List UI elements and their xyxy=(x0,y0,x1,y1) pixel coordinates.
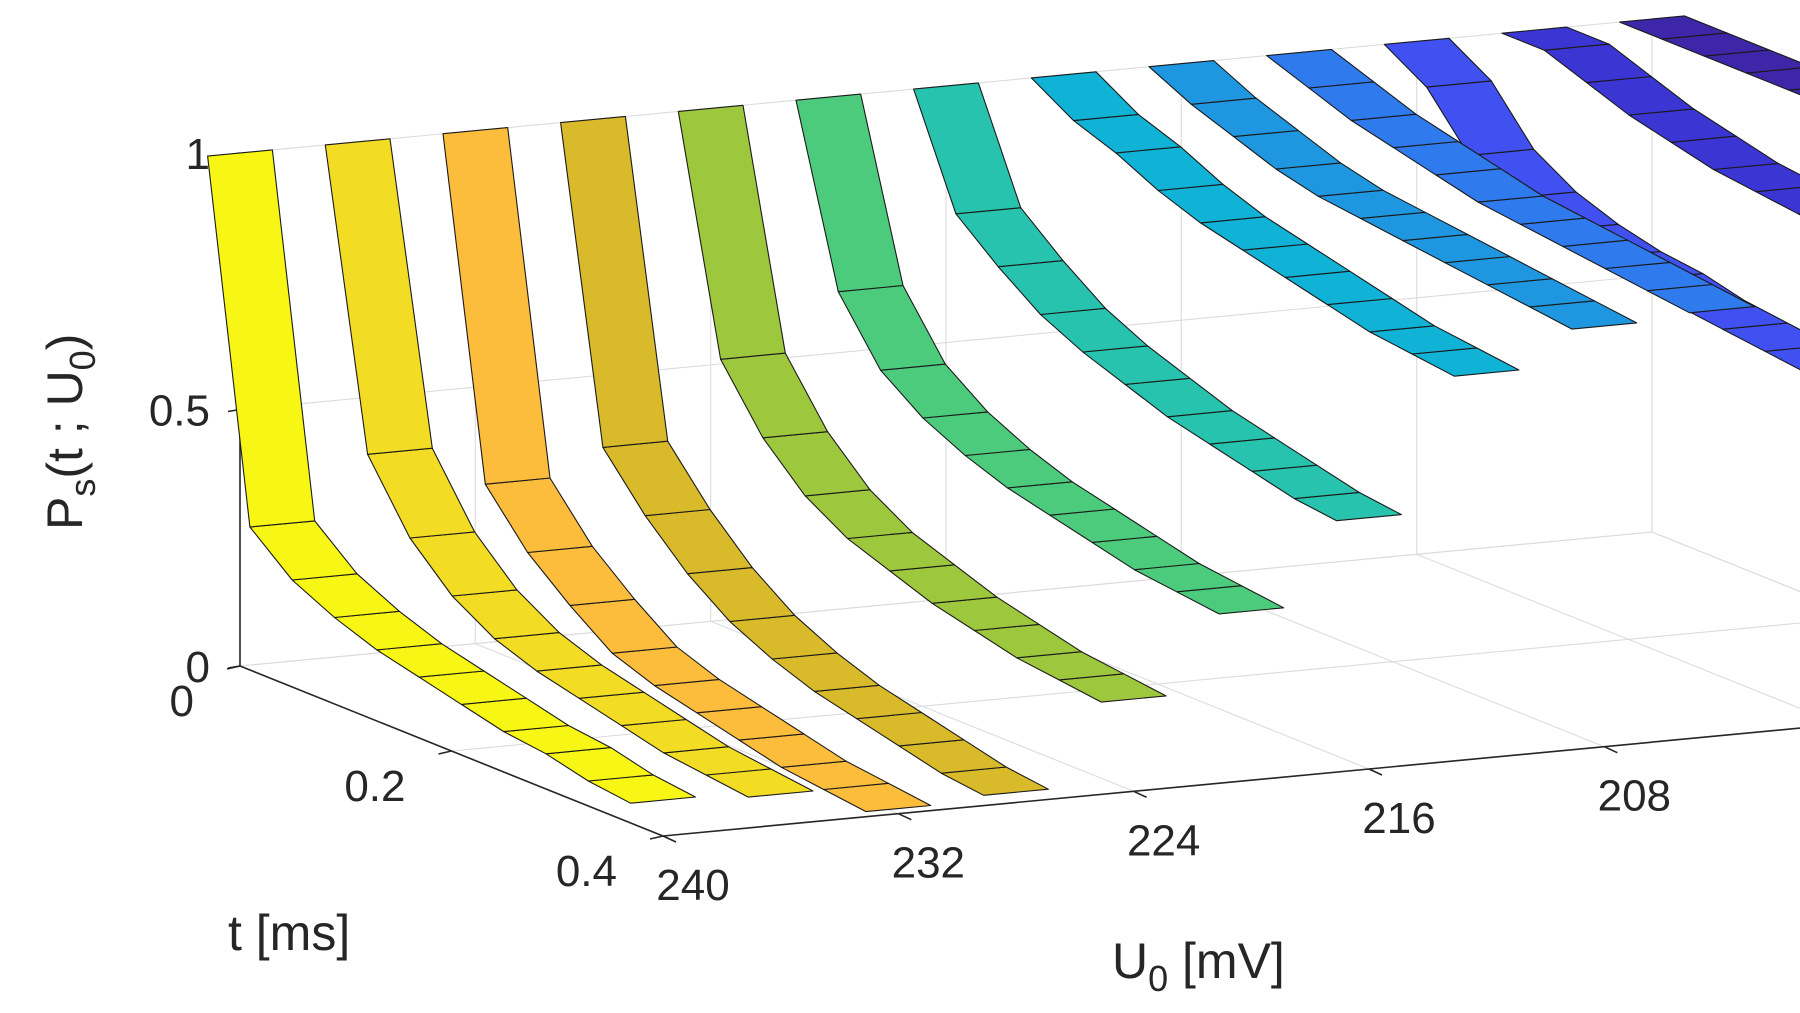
ribbon-layer xyxy=(207,15,1800,813)
ribbon-patch xyxy=(964,448,1073,489)
ribbon-220 xyxy=(795,93,1285,615)
title-layer: Ps(t ; U0) t [ms] U0 [mV] xyxy=(37,334,1285,999)
t-tick-mark xyxy=(649,835,664,840)
ribbon-patch xyxy=(527,545,636,606)
z-tick-label: 1 xyxy=(186,130,210,179)
ribbon-patch xyxy=(720,352,829,439)
ribbon-patch xyxy=(611,646,720,687)
ribbon-patch xyxy=(1039,307,1149,353)
u-tick-mark xyxy=(897,812,912,821)
t-axis-title: t [ms] xyxy=(228,905,350,961)
z-tick-label: 0 xyxy=(186,643,210,692)
ribbon-232 xyxy=(442,127,932,813)
t-tick-label: 0.4 xyxy=(556,847,617,896)
ribbon-patch xyxy=(762,431,871,497)
ribbon-236 xyxy=(324,138,814,798)
ribbon-patch xyxy=(1030,71,1139,122)
ribbon-patch xyxy=(913,82,1022,215)
ribbon-216 xyxy=(913,82,1402,522)
t-tick-mark xyxy=(226,665,241,670)
ribbon-196 xyxy=(1501,26,1800,216)
u-tick-mark xyxy=(1133,790,1148,799)
ribbon-patch xyxy=(1308,81,1417,121)
ribbon-patch xyxy=(644,508,753,575)
ribbon-patch xyxy=(846,531,956,572)
ribbon-224 xyxy=(677,104,1167,703)
ribbon-patch xyxy=(771,652,880,692)
ribbon-patch xyxy=(207,149,316,528)
ribbon-patch xyxy=(1190,97,1299,138)
ribbon-228 xyxy=(560,115,1049,796)
u-tick-label: 232 xyxy=(892,839,965,888)
ribbon-patch xyxy=(804,489,913,540)
u-tick-mark xyxy=(1368,768,1383,776)
u-tick-label: 240 xyxy=(656,861,729,910)
ribbon-patch xyxy=(367,447,476,539)
ribbon-patch xyxy=(493,632,603,672)
ribbon-patch xyxy=(1115,146,1224,192)
ribbon-patch xyxy=(922,411,1031,457)
ribbon-patch xyxy=(1788,88,1800,96)
z-tick-label: 0.5 xyxy=(149,387,210,436)
grid-line xyxy=(451,622,1800,752)
ribbon-204 xyxy=(1266,48,1755,314)
u-axis-title: U0 [mV] xyxy=(1112,933,1285,999)
ribbon-patch xyxy=(1619,15,1728,40)
t-tick-label: 0 xyxy=(170,677,194,726)
ribbon-patch xyxy=(560,115,669,448)
ribbon-patch xyxy=(1082,345,1191,385)
ribbon-patch xyxy=(880,363,989,419)
t-tick-mark xyxy=(438,750,452,755)
ribbon-212 xyxy=(1030,71,1520,377)
ribbon-patch xyxy=(249,520,358,581)
ribbon-patch xyxy=(1233,129,1342,170)
ribbon-patch xyxy=(333,610,443,651)
ribbon-patch xyxy=(1073,113,1182,154)
ribbon-192 xyxy=(1619,15,1800,96)
ribbon-patch xyxy=(1266,48,1375,89)
ribbon-patch xyxy=(889,564,998,604)
ribbon-patch xyxy=(1157,183,1266,224)
ribbon-patch xyxy=(291,573,400,619)
u-tick-mark xyxy=(1603,745,1618,754)
z-axis-title: Ps(t ; U0) xyxy=(37,334,103,530)
ribbon-patch xyxy=(1148,60,1257,105)
u-tick-mark xyxy=(662,835,677,843)
ribbon-patch xyxy=(1383,37,1492,88)
ribbon-patch xyxy=(484,477,593,554)
grid-line xyxy=(239,19,1653,667)
ribbon-patch xyxy=(1124,377,1233,418)
ribbon-patch xyxy=(324,138,433,455)
u-tick-label: 208 xyxy=(1598,772,1671,821)
u-tick-label: 224 xyxy=(1127,816,1200,865)
ribbon-patch xyxy=(1543,43,1652,84)
ribbon-patch xyxy=(837,284,946,371)
ribbon-patch xyxy=(729,614,838,660)
ribbon-240 xyxy=(207,149,696,804)
ribbon-patch xyxy=(997,260,1106,316)
ribbon-208 xyxy=(1148,60,1638,330)
u-tick-label: 216 xyxy=(1362,794,1435,843)
t-tick-label: 0.2 xyxy=(344,762,405,811)
ribbon-patch xyxy=(1501,26,1610,51)
ribbon-patch xyxy=(409,531,518,597)
ribbon-patch xyxy=(602,440,711,517)
ribbon-patch xyxy=(442,127,551,485)
ribbon-patch xyxy=(795,93,904,293)
ribbon-patch xyxy=(955,207,1064,268)
ribbon-patch xyxy=(451,589,560,640)
ribbon-patch xyxy=(686,567,796,623)
ribbon-patch xyxy=(677,104,786,360)
ribbon-patch xyxy=(1586,75,1695,116)
